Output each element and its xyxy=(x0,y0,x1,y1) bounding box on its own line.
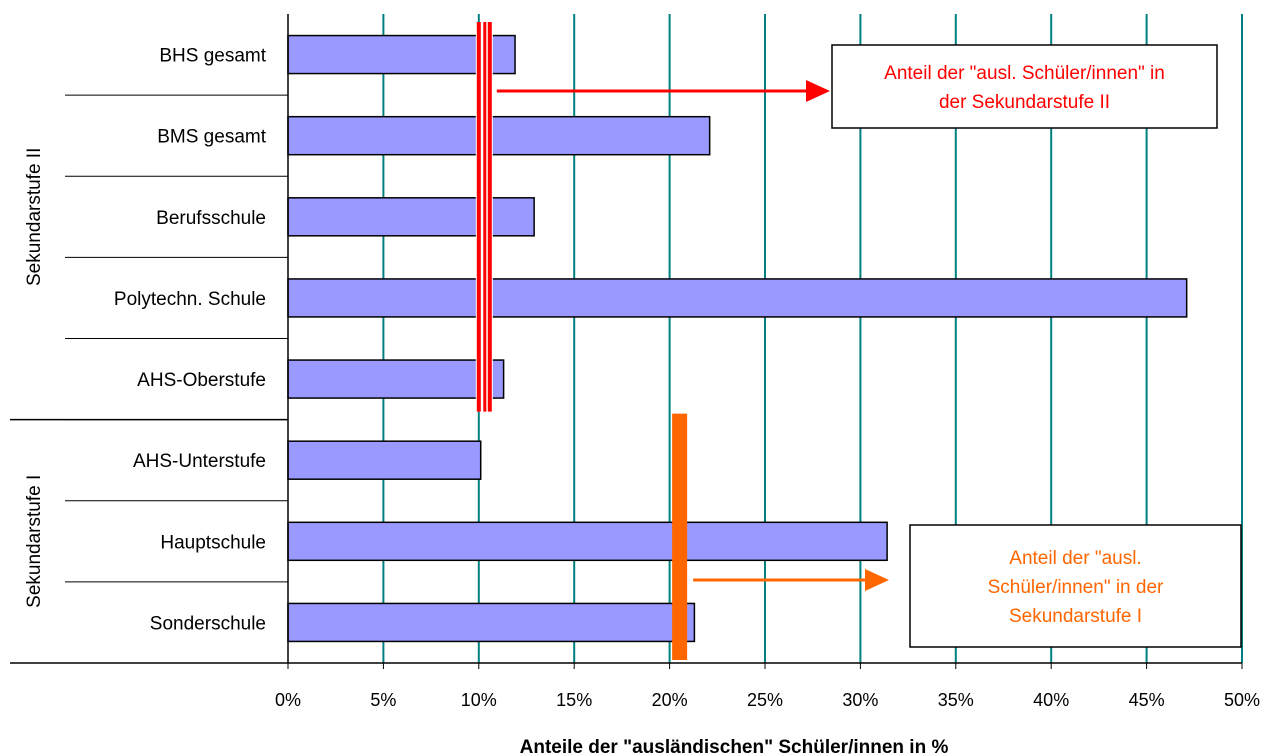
category-label: Polytechn. Schule xyxy=(114,289,266,310)
x-tick-label: 0% xyxy=(275,690,301,710)
reference-line xyxy=(672,413,688,660)
bar xyxy=(287,197,535,237)
x-axis-title: Anteile der "ausländischen" Schüler/inne… xyxy=(520,737,949,756)
annotation-text: Sekundarstufe I xyxy=(1009,606,1142,627)
annotation-box xyxy=(909,524,1242,648)
bar xyxy=(287,602,696,643)
axes xyxy=(10,14,1243,669)
x-tick-label: 25% xyxy=(747,690,783,710)
bar xyxy=(287,359,505,399)
arrow-head xyxy=(865,569,889,591)
category-label: AHS-Oberstufe xyxy=(137,370,266,391)
bar xyxy=(287,521,888,562)
category-label: BHS gesamt xyxy=(159,46,266,67)
bar xyxy=(287,440,482,480)
bar xyxy=(287,278,1188,318)
annotation-text: Schüler/innen" in der xyxy=(988,577,1164,598)
annotation-box xyxy=(831,44,1218,129)
x-tick-label: 10% xyxy=(461,690,497,710)
bar xyxy=(287,115,711,156)
group-labels: Sekundarstufe II Sekundarstufe I xyxy=(24,148,45,608)
category-label: AHS-Unterstufe xyxy=(133,451,266,472)
x-tick-label: 5% xyxy=(370,690,396,710)
group-label: Sekundarstufe I xyxy=(24,475,45,608)
category-labels: BHS gesamt BMS gesamt Berufsschule Polytech… xyxy=(114,46,267,635)
x-tick-label: 30% xyxy=(842,690,878,710)
annotation-text: Anteil der "ausl. xyxy=(1009,548,1141,569)
arrow-head xyxy=(806,80,830,102)
reference-lines xyxy=(475,22,688,660)
annotations: Anteil der "ausl. Schüler/innen" in der S… xyxy=(496,44,1242,648)
category-label: Berufsschule xyxy=(156,208,266,229)
x-tick-label: 20% xyxy=(652,690,688,710)
group-label: Sekundarstufe II xyxy=(24,148,45,286)
category-label: BMS gesamt xyxy=(157,127,266,148)
x-tick-label: 50% xyxy=(1224,690,1260,710)
annotation-text: der Sekundarstufe II xyxy=(939,92,1110,113)
x-tick-label: 45% xyxy=(1129,690,1165,710)
x-tick-label: 40% xyxy=(1033,690,1069,710)
category-label: Sonderschule xyxy=(150,613,266,634)
category-label: Hauptschule xyxy=(160,532,266,553)
x-tick-label: 35% xyxy=(938,690,974,710)
annotation-text: Anteil der "ausl. Schüler/innen" in xyxy=(884,63,1165,84)
tick-labels: 0% 5% 10% 15% 20% 25% 30% 35% 40% 45% 50% xyxy=(275,690,1260,710)
x-tick-label: 15% xyxy=(556,690,592,710)
